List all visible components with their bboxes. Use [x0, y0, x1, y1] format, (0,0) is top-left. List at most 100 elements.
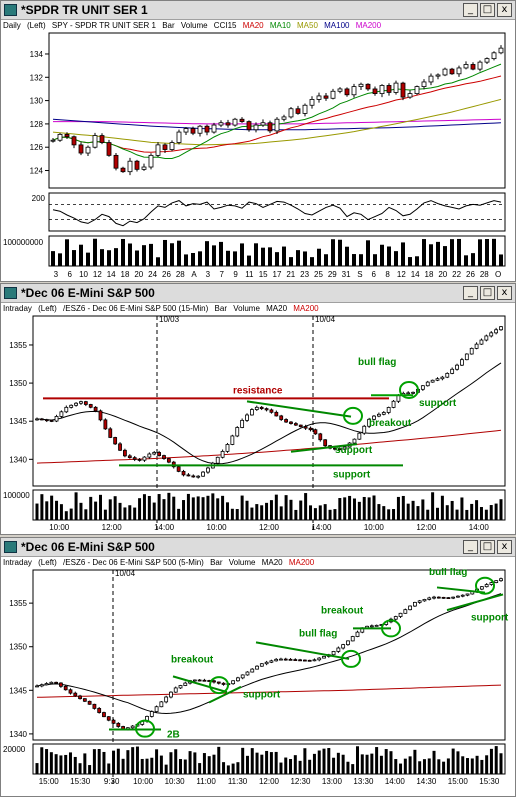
volume-bar: [360, 754, 364, 774]
candle-body: [279, 658, 283, 661]
volume-bar: [58, 253, 62, 266]
volume-bar: [107, 763, 111, 774]
volume-bar: [457, 238, 461, 266]
volume-bar: [236, 762, 240, 774]
candle-body: [432, 596, 436, 599]
volume-bar: [328, 509, 332, 520]
volume-bar: [59, 755, 63, 774]
candle-body: [406, 392, 411, 395]
volume-bar: [446, 758, 450, 774]
candle-body: [470, 64, 476, 70]
volume-bar: [442, 761, 446, 774]
candle-body: [274, 658, 279, 662]
volume-bar: [40, 747, 44, 774]
volume-bar: [408, 257, 412, 266]
volume-bar: [422, 239, 426, 266]
candle-body: [59, 411, 64, 417]
minimize-button[interactable]: _: [463, 3, 478, 17]
volume-bar: [450, 239, 454, 266]
minimize-button[interactable]: _: [463, 286, 478, 300]
window-titlebar[interactable]: *Dec 06 E-Mini S&P 500 _ □ x: [1, 538, 515, 557]
x-tick-label: 7: [220, 270, 225, 279]
volume-bar: [336, 752, 340, 774]
candle-body: [407, 93, 413, 98]
bull-flag-circle: [399, 380, 419, 399]
volume-bar: [51, 251, 55, 266]
x-tick-label: 9: [233, 270, 238, 279]
candle-body: [317, 657, 322, 661]
support-label: support: [333, 470, 371, 481]
candle-body: [464, 353, 469, 361]
window-title: *Dec 06 E-Mini S&P 500: [21, 540, 155, 554]
candle-body: [288, 658, 293, 661]
candle-body: [71, 136, 77, 146]
volume-bar: [79, 244, 83, 266]
x-tick-label: 11: [245, 270, 254, 279]
candle-body: [303, 426, 308, 429]
candle-body: [197, 125, 203, 134]
volume-bar: [169, 752, 173, 774]
volume-bar: [89, 496, 93, 520]
bull-flag-line: [255, 641, 350, 660]
candle-body: [57, 133, 63, 141]
candle-body: [176, 131, 182, 143]
candle-body: [49, 681, 54, 684]
volume-bar: [83, 753, 87, 774]
volume-bar: [427, 758, 431, 774]
chart-type-label: Bar: [214, 304, 227, 313]
candle-body: [298, 424, 303, 428]
close-button[interactable]: x: [497, 286, 512, 300]
x-tick-label: 10: [79, 270, 88, 279]
maximize-button[interactable]: □: [480, 286, 495, 300]
breakout-label: breakout: [171, 654, 214, 665]
candle-body: [87, 700, 92, 705]
ma200-line: [36, 684, 502, 698]
volume-bar: [191, 497, 195, 520]
volume-bar: [494, 746, 498, 774]
window-titlebar[interactable]: *Dec 06 E-Mini S&P 500 _ □ x: [1, 284, 515, 303]
close-button[interactable]: x: [497, 3, 512, 17]
intraday-15min-chart: 1340 1345 1350 1355 10/03 10/04 resistance bull…: [3, 315, 506, 532]
window-titlebar[interactable]: *SPDR TR UNIT SER 1 _ □ x: [1, 1, 515, 20]
candle-body: [302, 104, 308, 114]
support-line: [446, 593, 504, 612]
x-tick-label: 24: [148, 270, 157, 279]
volume-bar: [359, 254, 363, 266]
volume-bar: [352, 498, 356, 520]
close-button[interactable]: x: [497, 540, 512, 554]
candle-body: [152, 452, 157, 455]
volume-bar: [88, 765, 92, 774]
candle-body: [352, 438, 357, 444]
volume-bar: [196, 496, 200, 520]
volume-bar: [159, 755, 163, 774]
volume-bar: [103, 509, 107, 520]
bull-flag-label: bull flag: [429, 568, 467, 578]
volume-bar: [309, 505, 313, 520]
volume-bar: [445, 505, 449, 520]
volume-bar: [401, 242, 405, 266]
x-tick-label: 14:00: [154, 523, 175, 532]
volume-bar: [431, 492, 435, 520]
volume-bar: [198, 763, 202, 774]
volume-bar: [241, 747, 245, 774]
minimize-button[interactable]: _: [463, 540, 478, 554]
candle-body: [484, 584, 489, 588]
candle-body: [235, 427, 240, 437]
volume-bar: [403, 758, 407, 774]
candle-body: [232, 118, 238, 126]
candle-body: [239, 118, 245, 122]
volume-bar: [401, 495, 405, 520]
volume-bar: [416, 506, 420, 520]
volume-bar: [455, 509, 459, 520]
candle-body: [393, 82, 399, 93]
candle-body: [35, 418, 39, 421]
x-tick-label: 15:00: [448, 777, 469, 786]
x-tick-label: 9:30: [104, 777, 120, 786]
maximize-button[interactable]: □: [480, 540, 495, 554]
x-tick-label: 18: [425, 270, 434, 279]
volume-bar: [485, 239, 489, 266]
bull-flag-label: bull flag: [358, 357, 396, 368]
maximize-button[interactable]: □: [480, 3, 495, 17]
candle-body: [259, 406, 264, 410]
candle-body: [274, 118, 280, 132]
